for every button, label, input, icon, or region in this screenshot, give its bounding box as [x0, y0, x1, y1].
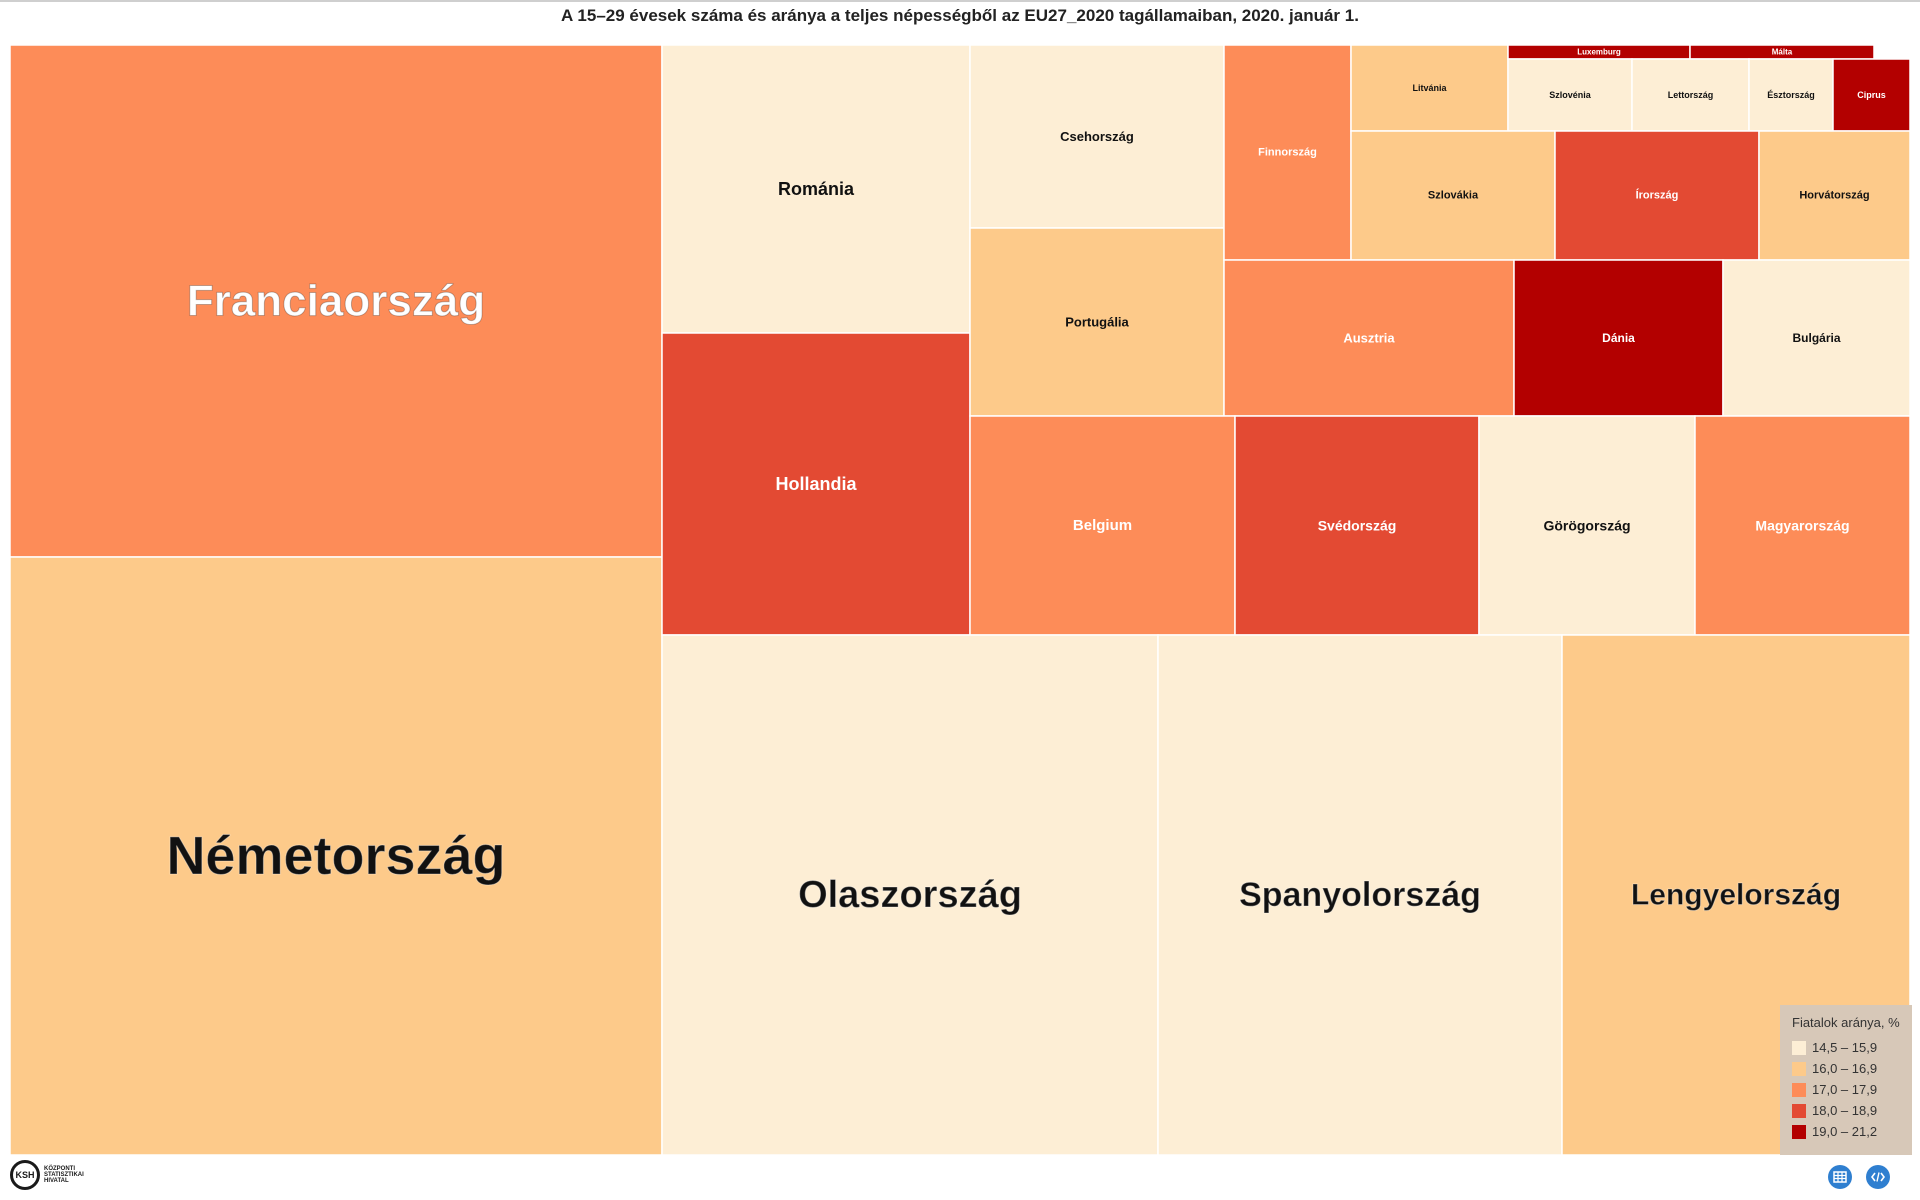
treemap-label-bulgaria: Bulgária: [1792, 331, 1840, 345]
treemap-label-ciprus: Ciprus: [1857, 90, 1886, 100]
legend-swatch: [1792, 1103, 1806, 1118]
treemap-label-svedorszag: Svédország: [1318, 518, 1397, 534]
treemap-cell-szlovakia[interactable]: [1350, 130, 1556, 261]
legend-item: 17,0 – 17,9: [1792, 1079, 1912, 1100]
legend-label: 16,0 – 16,9: [1812, 1061, 1878, 1076]
logo-line: HIVATAL: [44, 1178, 69, 1184]
treemap-label-franciaorszag: Franciaország: [187, 277, 485, 326]
treemap-label-szlovakia: Szlovákia: [1428, 190, 1479, 202]
legend-item: 19,0 – 21,2: [1792, 1121, 1912, 1142]
treemap-label-ausztria: Ausztria: [1343, 331, 1395, 346]
ksh-logo-mark: KSH: [10, 1160, 40, 1190]
top-border: [0, 0, 1920, 2]
legend-label: 18,0 – 18,9: [1812, 1103, 1878, 1118]
legend-swatch: [1792, 1082, 1806, 1097]
treemap-label-finnorszag: Finnország: [1258, 147, 1317, 159]
legend-swatch: [1792, 1124, 1806, 1139]
legend-swatch: [1792, 1061, 1806, 1076]
treemap-label-portugalia: Portugália: [1065, 315, 1129, 330]
legend-label: 17,0 – 17,9: [1812, 1082, 1878, 1097]
legend-item: 14,5 – 15,9: [1792, 1037, 1912, 1058]
logo-line: STATISZTIKAI: [44, 1172, 84, 1178]
logo-line: KÖZPONTI: [44, 1166, 75, 1172]
treemap-label-litvania: Litvánia: [1412, 83, 1447, 93]
treemap-cell-finnorszag[interactable]: [1223, 45, 1352, 261]
treemap-label-hollandia: Hollandia: [775, 474, 857, 494]
treemap-cell-franciaorszag[interactable]: [10, 45, 663, 558]
treemap-label-irorszag: Írország: [1636, 189, 1679, 202]
treemap-cell-irorszag[interactable]: [1554, 130, 1760, 261]
treemap-cell-hollandia[interactable]: [661, 332, 971, 636]
treemap-cell-csehorszag[interactable]: [969, 45, 1225, 229]
treemap-cell-spanyolorszag[interactable]: [1157, 634, 1563, 1155]
ksh-logo-text: KÖZPONTI STATISZTIKAI HIVATAL: [44, 1166, 104, 1184]
treemap-label-lengyelorszag: Lengyelország: [1631, 879, 1841, 912]
treemap-label-esztorszag: Észtország: [1767, 90, 1815, 100]
treemap-label-lettorszag: Lettország: [1668, 90, 1714, 100]
treemap-label-horvatorszag: Horvátország: [1799, 190, 1869, 202]
treemap-cell-olaszorszag[interactable]: [661, 634, 1159, 1155]
treemap-cell-ausztria[interactable]: [1223, 259, 1515, 417]
color-legend: Fiatalok aránya, % 14,5 – 15,9 16,0 – 16…: [1780, 1005, 1912, 1155]
ksh-logo[interactable]: KSH KÖZPONTI STATISZTIKAI HIVATAL: [10, 1160, 104, 1190]
table-icon-glyph: [1833, 1171, 1847, 1183]
treemap-cell-horvatorszag[interactable]: [1758, 130, 1910, 261]
treemap-label-malta: Málta: [1772, 48, 1793, 57]
treemap-label-olaszorszag: Olaszország: [798, 874, 1022, 916]
table-icon[interactable]: [1828, 1165, 1852, 1189]
legend-item: 18,0 – 18,9: [1792, 1100, 1912, 1121]
treemap-cell-portugalia[interactable]: [969, 227, 1225, 417]
treemap-cell-ciprus[interactable]: [1832, 58, 1910, 132]
legend-label: 19,0 – 21,2: [1812, 1124, 1878, 1139]
legend-title: Fiatalok aránya, %: [1792, 1015, 1900, 1030]
treemap-cell-dania[interactable]: [1513, 259, 1724, 417]
treemap-cell-bulgaria[interactable]: [1722, 259, 1910, 417]
treemap-cell-svedorszag[interactable]: [1234, 415, 1480, 636]
legend-item: 16,0 – 16,9: [1792, 1058, 1912, 1079]
legend-swatch: [1792, 1040, 1806, 1055]
treemap-label-csehorszag: Csehország: [1060, 129, 1134, 144]
treemap-cell-gorogorszag[interactable]: [1478, 415, 1696, 636]
embed-code-icon[interactable]: [1866, 1165, 1890, 1189]
legend-label: 14,5 – 15,9: [1812, 1040, 1878, 1055]
treemap-cell-litvania[interactable]: [1350, 45, 1509, 132]
treemap-cell-nemetorszag[interactable]: [10, 556, 663, 1155]
chart-title: A 15–29 évesek száma és aránya a teljes …: [561, 6, 1359, 25]
treemap-label-luxemburg: Luxemburg: [1577, 48, 1621, 57]
treemap-label-nemetorszag: Németország: [166, 826, 505, 886]
embed-code-icon-glyph: [1871, 1172, 1885, 1182]
treemap-label-szlovenia: Szlovénia: [1549, 90, 1592, 100]
treemap-label-magyarorszag: Magyarország: [1755, 518, 1849, 534]
treemap-chart: Franciaország Németország Románia Hollandia…: [10, 45, 1910, 1155]
treemap-label-dania: Dánia: [1602, 331, 1635, 345]
treemap-label-spanyolorszag: Spanyolország: [1239, 876, 1481, 914]
treemap-cell-magyarorszag[interactable]: [1694, 415, 1910, 636]
treemap-label-gorogorszag: Görögország: [1543, 518, 1630, 534]
treemap-cell-belgium[interactable]: [969, 415, 1236, 636]
treemap-label-romania: Románia: [778, 179, 855, 199]
treemap-label-belgium: Belgium: [1073, 517, 1132, 534]
